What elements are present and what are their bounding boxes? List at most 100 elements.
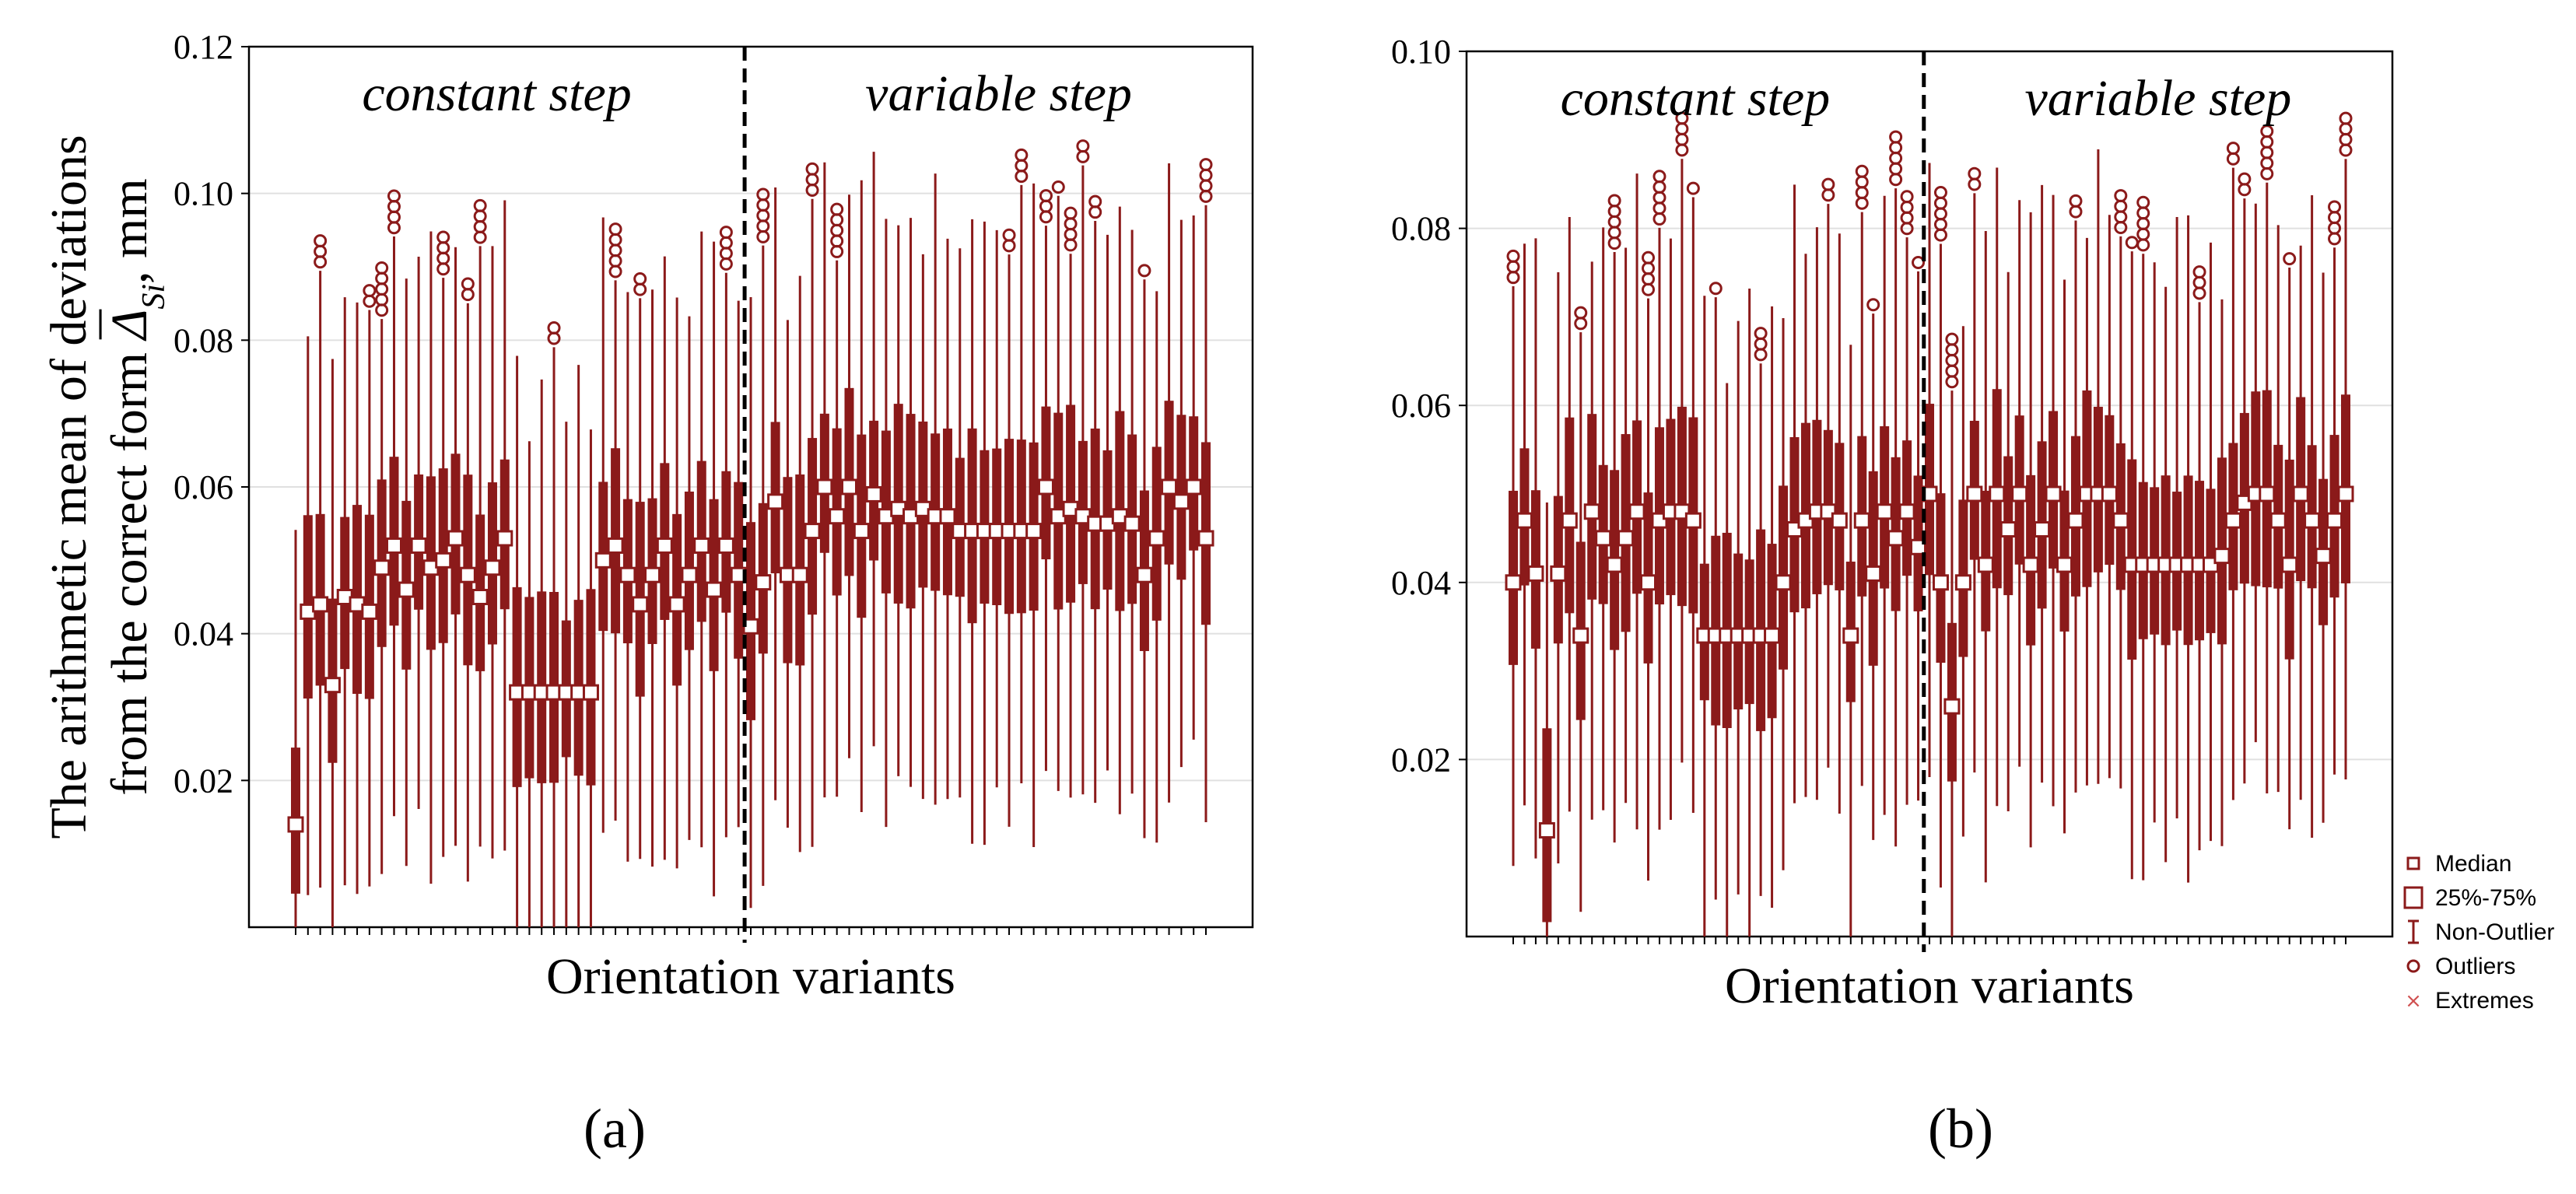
- median-marker: [1842, 627, 1859, 644]
- y-tick-label: 0.08: [173, 321, 233, 359]
- median-marker: [632, 596, 649, 613]
- median-marker: [619, 566, 636, 583]
- outlier: [1945, 353, 1959, 367]
- median-marker: [1887, 530, 1905, 547]
- median-marker: [1640, 574, 1657, 591]
- outlier: [1506, 260, 1520, 274]
- median-marker: [361, 603, 378, 620]
- outlier: [1866, 298, 1880, 312]
- median-marker: [2112, 512, 2129, 529]
- x-axis-title: Orientation variants: [1725, 958, 2134, 1014]
- median-marker: [484, 559, 501, 576]
- y-tick-label: 0.06: [1391, 387, 1451, 425]
- median-marker: [717, 537, 734, 554]
- outlier: [363, 294, 377, 308]
- y-tick-label: 0.10: [1391, 33, 1451, 71]
- outlier: [1199, 168, 1213, 182]
- outlier: [1015, 159, 1029, 173]
- outlier: [1039, 189, 1053, 203]
- median-marker: [471, 589, 489, 605]
- outlier: [1574, 306, 1588, 320]
- outlier: [1686, 181, 1700, 195]
- median-marker: [1876, 503, 1893, 520]
- median-marker: [324, 677, 341, 694]
- outlier: [1709, 282, 1723, 296]
- outlier: [756, 208, 770, 222]
- panel-label: (a): [584, 1098, 646, 1160]
- median-marker: [1684, 512, 1702, 529]
- median-marker: [496, 530, 513, 547]
- outlier: [1855, 186, 1869, 200]
- outlier: [1933, 207, 1947, 221]
- outlier: [2339, 111, 2353, 125]
- outlier: [2136, 227, 2150, 241]
- median-marker: [1561, 512, 1578, 529]
- outlier: [719, 247, 733, 261]
- outlier: [2328, 200, 2342, 214]
- outlier: [436, 251, 450, 265]
- outlier: [2114, 221, 2128, 235]
- outlier: [2114, 210, 2128, 224]
- outlier: [387, 200, 401, 214]
- median-marker: [816, 478, 833, 495]
- legend-label: Extremes: [2435, 988, 2534, 1014]
- outlier: [1945, 364, 1959, 378]
- outlier: [2136, 217, 2150, 231]
- outlier: [805, 173, 819, 187]
- median-marker: [1136, 566, 1153, 583]
- outlier: [719, 226, 733, 240]
- median-marker: [1123, 515, 1141, 532]
- outlier: [1642, 261, 1656, 275]
- median-marker: [693, 537, 710, 554]
- outlier: [1900, 190, 1914, 204]
- median-marker: [1505, 574, 1522, 591]
- median-marker: [2067, 512, 2084, 529]
- outlier: [2339, 122, 2353, 136]
- outlier: [2114, 199, 2128, 213]
- region-label-variable: variable step: [865, 65, 1132, 122]
- outlier: [1945, 375, 1959, 389]
- median-marker: [1172, 493, 1190, 510]
- outlier: [473, 230, 487, 244]
- outlier: [1506, 249, 1520, 263]
- median-marker: [1037, 478, 1054, 495]
- outlier: [2069, 205, 2083, 219]
- outlier: [1652, 191, 1667, 205]
- region-label-variable: variable step: [2025, 70, 2292, 127]
- outlier: [1945, 343, 1959, 357]
- outlier: [363, 284, 377, 298]
- legend-label: Outliers: [2435, 954, 2515, 979]
- outlier: [1506, 271, 1520, 285]
- outlier: [830, 244, 844, 258]
- outlier: [830, 213, 844, 227]
- median-marker: [840, 478, 857, 495]
- median-marker: [853, 523, 870, 540]
- median-marker: [767, 493, 784, 510]
- outlier: [756, 198, 770, 212]
- y-axis-title-symbol: Δ: [101, 310, 158, 342]
- outlier: [1574, 317, 1588, 331]
- outlier: [1652, 201, 1667, 215]
- outlier: [375, 271, 389, 285]
- legend: Median 25%-75% Non-Outlier Outliers × Extreme…: [2403, 851, 2554, 1014]
- outlier: [830, 234, 844, 248]
- y-tick-label: 0.02: [1391, 741, 1451, 779]
- median-marker: [1550, 565, 1567, 582]
- outlier: [1945, 332, 1959, 346]
- outlier: [2226, 152, 2240, 166]
- median-marker: [1595, 530, 1612, 547]
- legend-extreme-icon: ×: [2405, 989, 2422, 1013]
- outlier: [1607, 194, 1621, 208]
- median-marker: [804, 523, 821, 540]
- median-marker: [1161, 478, 1178, 495]
- median-marker: [2259, 485, 2276, 502]
- median-marker: [1932, 574, 1949, 591]
- outlier: [1642, 272, 1656, 286]
- outlier: [1968, 166, 1982, 180]
- median-marker: [2292, 485, 2309, 502]
- outlier: [1652, 170, 1667, 184]
- median-marker: [1775, 574, 1792, 591]
- outlier: [314, 234, 328, 248]
- outlier: [805, 162, 819, 176]
- outlier: [1968, 177, 1982, 191]
